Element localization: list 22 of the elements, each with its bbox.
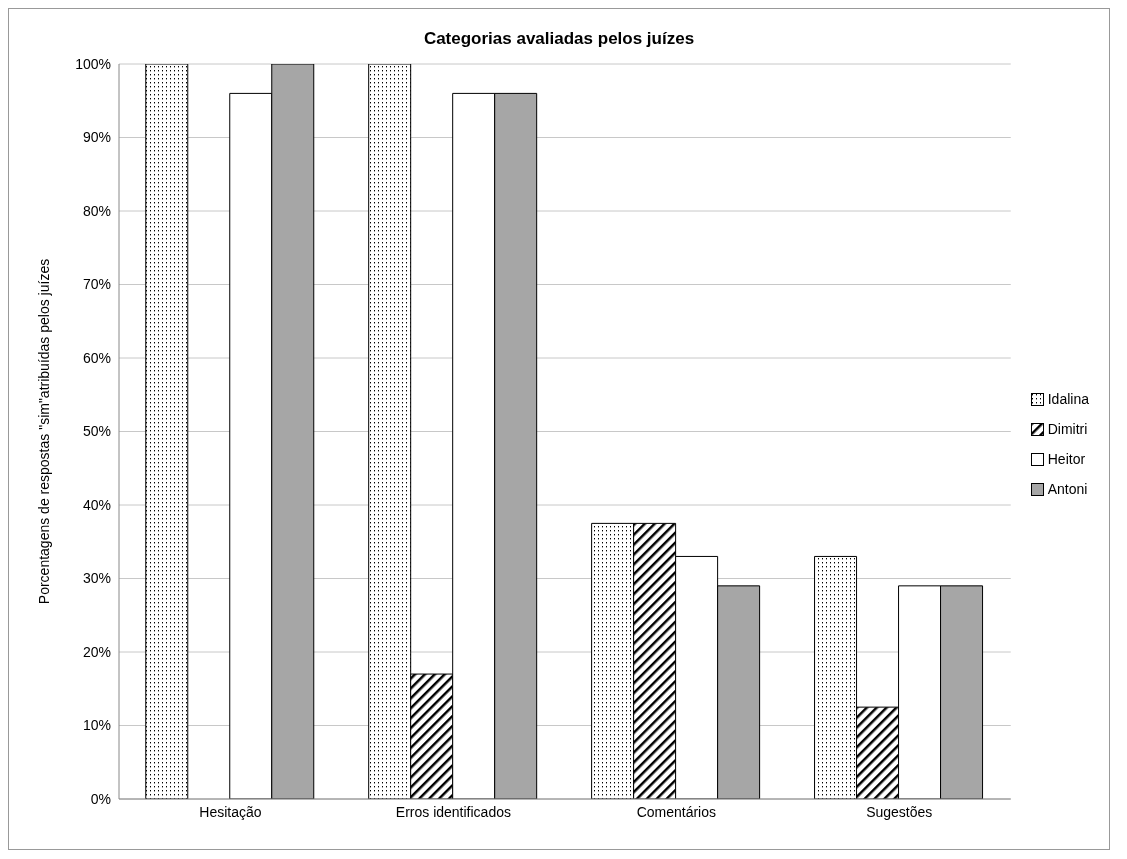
y-tick-label: 100% xyxy=(75,55,111,72)
legend-label: Idalina xyxy=(1047,391,1089,407)
x-tick-label: Hesitação xyxy=(199,803,262,820)
y-tick-label: 60% xyxy=(82,349,111,366)
y-axis-title: Porcentagens de respostas "sim"atribuídas pelos juízes xyxy=(35,258,52,605)
x-tick-label: Comentários xyxy=(636,803,717,820)
y-tick-label: 50% xyxy=(82,423,111,440)
y-tick-label: 70% xyxy=(82,276,111,293)
y-tick-label: 90% xyxy=(82,129,111,146)
y-tick-label: 20% xyxy=(82,643,111,660)
legend-label: Dimitri xyxy=(1047,421,1088,437)
y-tick-label: 0% xyxy=(90,790,111,807)
x-tick-label: Erros identificados xyxy=(395,803,511,820)
x-tick-label: Sugestões xyxy=(866,803,933,820)
legend-label: Heitor xyxy=(1047,451,1086,467)
y-tick-label: 80% xyxy=(82,202,111,219)
bar xyxy=(145,64,189,799)
chart-title: Categorias avaliadas pelos juízes xyxy=(422,29,696,49)
y-tick-label: 10% xyxy=(82,717,111,734)
y-tick-label: 30% xyxy=(82,570,111,587)
y-tick-label: 40% xyxy=(82,496,111,513)
legend-label: Antoni xyxy=(1047,481,1088,497)
